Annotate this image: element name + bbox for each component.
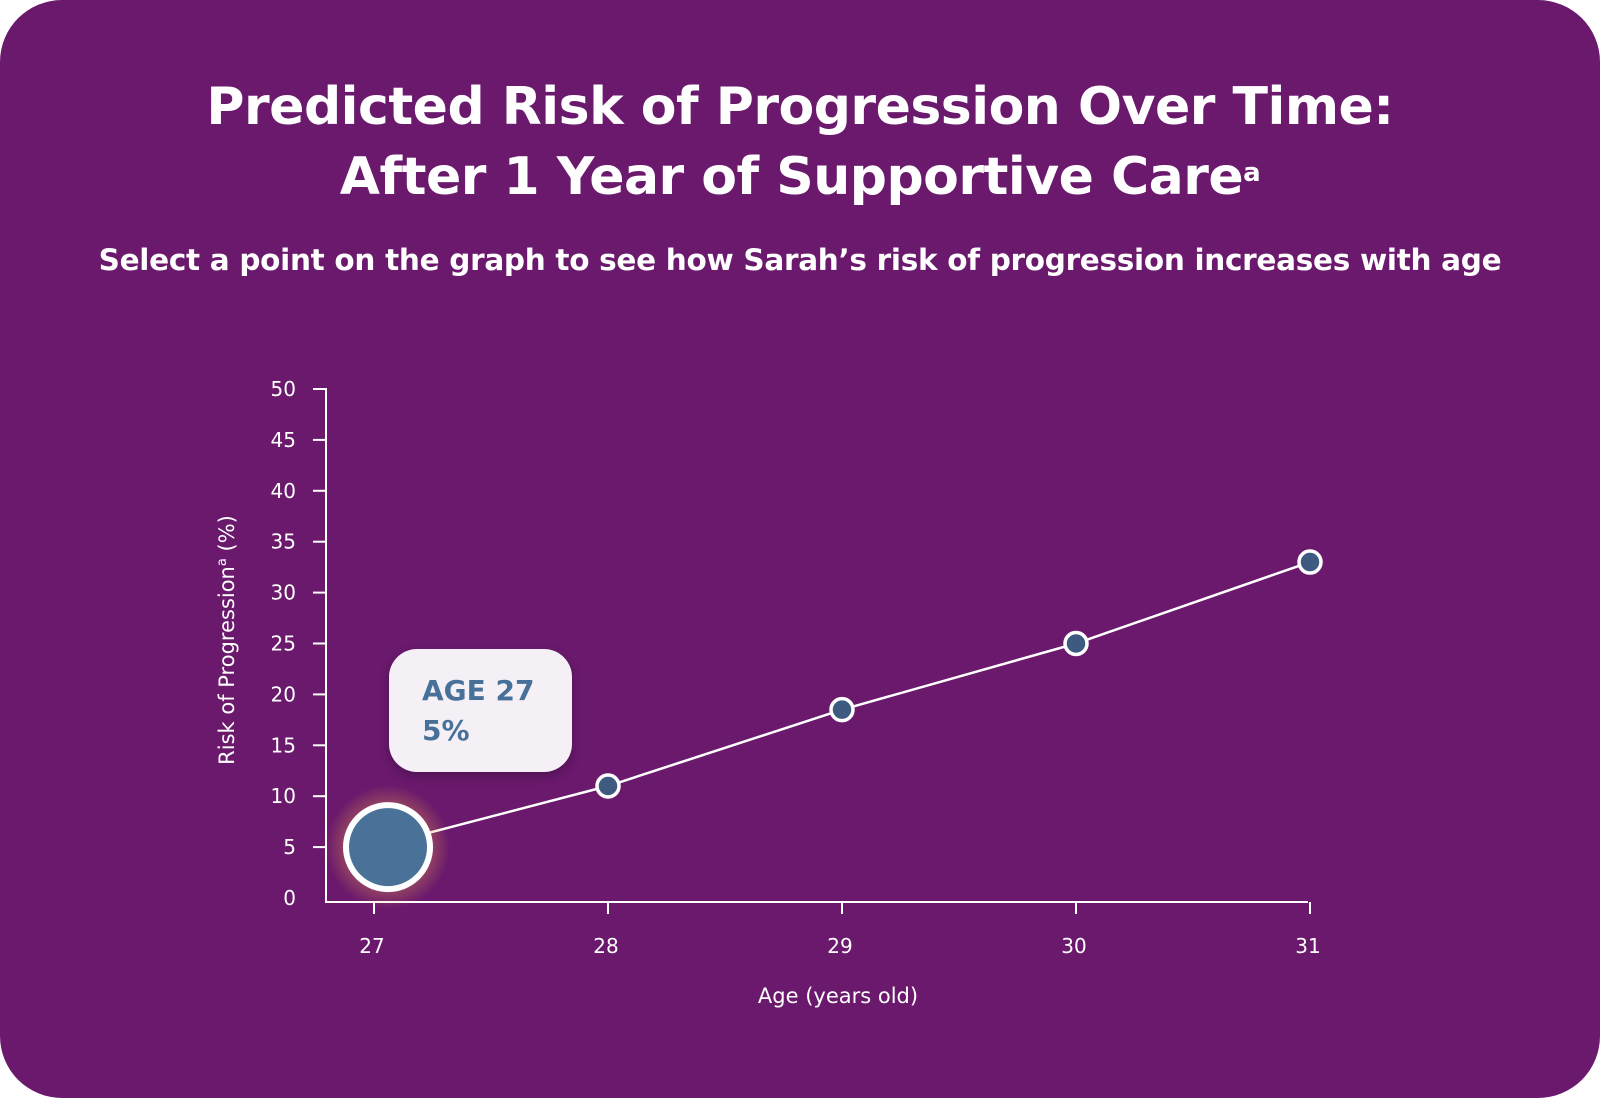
y-tick-label: 35 — [271, 530, 296, 554]
x-tick-label: 30 — [1061, 934, 1086, 958]
data-point[interactable] — [595, 773, 621, 799]
tooltip-age: AGE 27 — [422, 674, 535, 707]
data-point[interactable] — [1063, 630, 1089, 657]
y-tick-label: 45 — [271, 428, 296, 452]
x-tick-label: 29 — [827, 934, 852, 958]
data-point-selected[interactable] — [343, 802, 433, 893]
tooltip-value: 5% — [422, 714, 470, 747]
y-tick-label: 5 — [283, 835, 296, 859]
title-line-1: Predicted Risk of Progression Over Time: — [206, 77, 1394, 137]
chart-instructions: Select a point on the graph to see how S… — [98, 243, 1502, 277]
x-tick-label: 31 — [1295, 934, 1320, 958]
title-line-2: After 1 Year of Supportive Carea — [0, 142, 1600, 212]
data-point[interactable] — [829, 696, 855, 723]
y-tick-label: 50 — [271, 377, 296, 401]
x-tick-label: 27 — [359, 934, 384, 958]
y-tick-label: 25 — [271, 632, 296, 656]
y-axis-title: Risk of Progressiona (%) — [215, 515, 239, 765]
x-tick-label: 28 — [593, 934, 618, 958]
data-point[interactable] — [1297, 549, 1323, 575]
selected-point-tooltip: AGE 27 5% — [389, 649, 572, 772]
y-tick-label: 0 — [283, 886, 296, 910]
y-tick-label: 30 — [271, 581, 296, 605]
title-line-2-text: After 1 Year of Supportive Care — [339, 147, 1244, 207]
y-tick-label: 20 — [271, 682, 296, 706]
title-footnote-marker: a — [1243, 158, 1261, 188]
y-tick-label: 40 — [271, 479, 296, 503]
chart-title: Predicted Risk of Progression Over Time:… — [0, 72, 1600, 212]
y-tick-label: 15 — [271, 733, 296, 757]
x-axis-title: Age (years old) — [758, 984, 918, 1008]
y-tick-label: 10 — [271, 784, 296, 808]
